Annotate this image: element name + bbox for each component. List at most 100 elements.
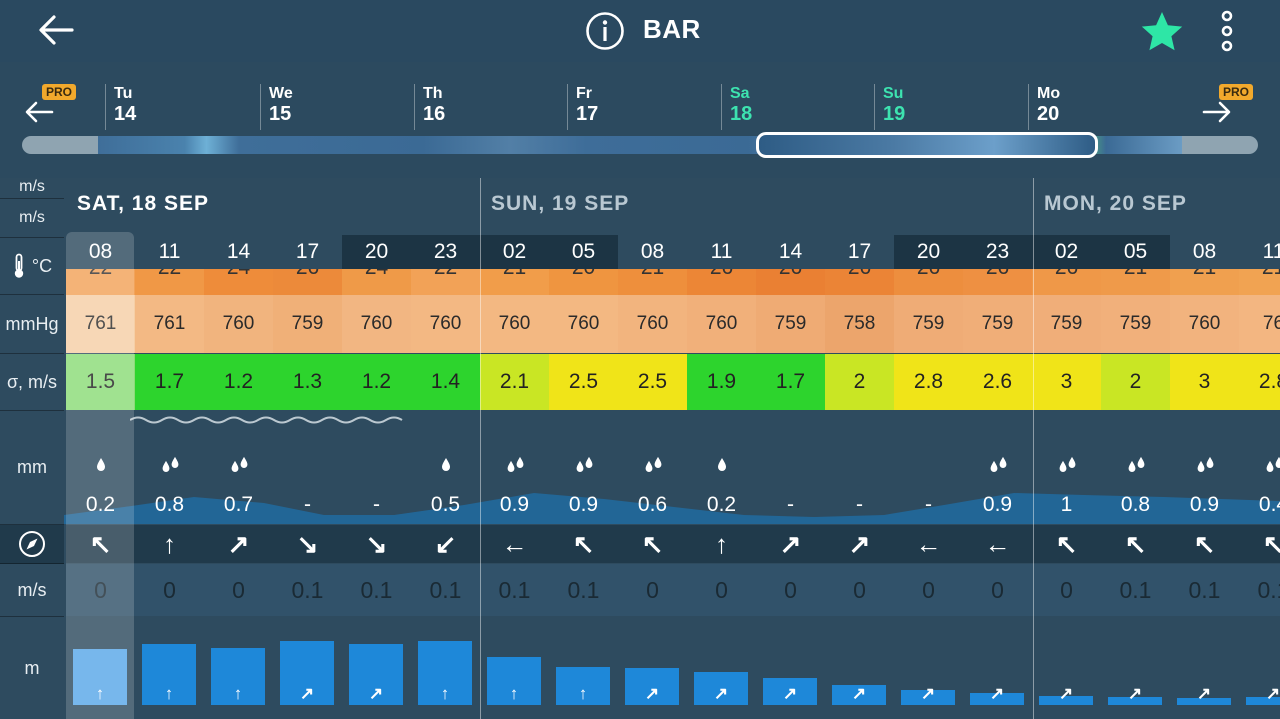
wave-speed-cell: 0.1 bbox=[549, 564, 619, 616]
wave-height-bar: ↗ bbox=[1177, 684, 1231, 705]
forecast-column[interactable]: 05217592 0.8 ↖0.1 bbox=[1101, 178, 1171, 719]
star-icon[interactable] bbox=[1140, 10, 1184, 52]
sigma-cell: 1.3 bbox=[273, 354, 343, 410]
sigma-cell: 1.9 bbox=[687, 354, 757, 410]
sigma-cell: 2.8 bbox=[1239, 354, 1280, 410]
rain-label: mm bbox=[0, 411, 64, 525]
wind-direction-arrow: ↖ bbox=[549, 525, 618, 563]
hour-label: 11 bbox=[1262, 240, 1280, 263]
forecast-column[interactable]: 23267592.6 0.9 ←0 bbox=[963, 178, 1033, 719]
day-tab-we[interactable]: We 15 bbox=[260, 84, 293, 130]
sigma-cell: 3 bbox=[1170, 354, 1240, 410]
day-tab-fr[interactable]: Fr 17 bbox=[567, 84, 598, 130]
forecast-column[interactable]: 02217602.1 0.9 ←0.1 bbox=[480, 178, 550, 719]
forecast-column[interactable]: 11 267601.9 0.2 ↑0 bbox=[687, 178, 757, 719]
wave-height-bar: ↗ bbox=[349, 644, 403, 705]
forecast-column[interactable]: 08 217602.5 0.6 ↖0 bbox=[618, 178, 688, 719]
temperature-cell: 26 bbox=[687, 269, 756, 295]
sigma-cell: 2.1 bbox=[480, 354, 550, 410]
forecast-column[interactable]: 11227611.70.8↑0 bbox=[135, 178, 205, 719]
pro-badge-right[interactable]: PRO bbox=[1219, 84, 1254, 100]
day-tab-th[interactable]: Th 16 bbox=[414, 84, 445, 130]
wave-height-bar: ↗ bbox=[280, 641, 334, 705]
wind-direction-arrow: ← bbox=[894, 525, 963, 563]
wave-height-bar: ↗ bbox=[1108, 684, 1162, 705]
forecast-column[interactable]: 17 267591.3 - ↘0.1 bbox=[273, 178, 343, 719]
pressure-cell: 760 bbox=[342, 295, 412, 353]
wave-direction-arrow: ↗ bbox=[1265, 684, 1280, 703]
forecast-column[interactable]: 08 227611.5 0.2 ↖0 bbox=[66, 178, 136, 719]
temperature-cell: 26 bbox=[894, 269, 963, 295]
pressure-label: mmHg bbox=[0, 295, 64, 354]
day-tab-sa[interactable]: Sa 18 bbox=[721, 84, 752, 130]
wave-direction-arrow: ↗ bbox=[1058, 684, 1074, 703]
wind-direction-arrow: ↘ bbox=[273, 525, 342, 563]
wind-direction-arrow: ↗ bbox=[756, 525, 825, 563]
forecast-column[interactable]: 02267593 1 ↖0 bbox=[1032, 178, 1102, 719]
wave-crest-decoration bbox=[130, 416, 403, 424]
wind-direction-arrow: ↗ bbox=[825, 525, 894, 563]
pressure-cell: 760 bbox=[411, 295, 481, 353]
temperature-cell: 26 bbox=[963, 269, 1032, 295]
wave-direction-arrow: ↗ bbox=[1196, 684, 1212, 703]
wave-speed-cell: 0.1 bbox=[1101, 564, 1171, 616]
hour-label: 23 bbox=[411, 235, 480, 269]
rain-drop-icon bbox=[1170, 450, 1239, 478]
wave-direction-arrow: ↑ bbox=[233, 684, 243, 703]
wave-speed-cell: 0.1 bbox=[480, 564, 550, 616]
wave-direction-arrow: ↗ bbox=[644, 684, 660, 703]
rain-value: 0.7 bbox=[223, 493, 254, 516]
hour-label: 17 bbox=[295, 240, 320, 263]
wave-direction-arrow: ↑ bbox=[95, 684, 105, 703]
temperature-cell: 21 bbox=[618, 269, 687, 295]
wave-direction-arrow: ↗ bbox=[299, 684, 315, 703]
hour-label: 05 bbox=[1101, 235, 1170, 269]
wave-speed-cell: 0 bbox=[618, 564, 688, 616]
pro-badge-left[interactable]: PRO bbox=[42, 84, 77, 100]
info-icon[interactable] bbox=[585, 11, 625, 51]
rain-drop-icon bbox=[273, 450, 342, 478]
forecast-column[interactable]: 20267592.8 - ←0 bbox=[894, 178, 964, 719]
forecast-column[interactable]: 23227601.4 0.5 ↙0.1 bbox=[411, 178, 481, 719]
wave-speed-cell: 0.1 bbox=[342, 564, 412, 616]
rain-drop-icon bbox=[480, 450, 549, 478]
timeline-selection-window[interactable] bbox=[756, 132, 1098, 158]
wave-direction-arrow: ↑ bbox=[440, 684, 450, 703]
pressure-cell: 759 bbox=[756, 295, 826, 353]
sigma-cell: 1.4 bbox=[411, 354, 481, 410]
wave-direction-arrow: ↗ bbox=[782, 684, 798, 703]
pressure-cell: 759 bbox=[963, 295, 1033, 353]
forecast-column[interactable]: 05207602.5 0.9 ↖0.1 bbox=[549, 178, 619, 719]
hour-label: 17 bbox=[847, 240, 872, 263]
wave-speed-cell: 0 bbox=[66, 564, 136, 616]
arrow-right-icon[interactable] bbox=[1202, 100, 1232, 124]
sigma-label: σ, m/s bbox=[0, 354, 64, 411]
forecast-column[interactable]: 14267591.7-↗0 bbox=[756, 178, 826, 719]
day-tab-mo[interactable]: Mo 20 bbox=[1028, 84, 1060, 130]
day-header-mon: MON, 20 SEP bbox=[1044, 192, 1187, 215]
forecast-column[interactable]: 08 217603 0.9 ↖0.1 bbox=[1170, 178, 1240, 719]
forecast-column[interactable]: 14 247601.2 0.7 ↗0 bbox=[204, 178, 274, 719]
wind-direction-arrow: ↑ bbox=[687, 525, 756, 563]
forecast-column[interactable]: 11 21762.8 0.4 ↖0.1 bbox=[1239, 178, 1280, 719]
hour-label: 20 bbox=[894, 235, 963, 269]
wave-speed-cell: 0 bbox=[204, 564, 274, 616]
pressure-cell: 759 bbox=[1032, 295, 1102, 353]
arrow-left-icon[interactable] bbox=[36, 12, 76, 48]
rain-value: - bbox=[787, 493, 794, 516]
day-tab-su[interactable]: Su 19 bbox=[874, 84, 905, 130]
pressure-cell: 758 bbox=[825, 295, 895, 353]
more-vertical-icon[interactable] bbox=[1218, 10, 1236, 52]
day-divider bbox=[1033, 178, 1034, 719]
page-title: BAR bbox=[643, 14, 701, 44]
rain-value: 0.2 bbox=[706, 493, 737, 516]
wave-height-bar: ↗ bbox=[625, 668, 679, 705]
forecast-column[interactable]: 17267582-↗0 bbox=[825, 178, 895, 719]
day-tab-tu[interactable]: Tu 14 bbox=[105, 84, 136, 130]
wave-direction-arrow: ↑ bbox=[578, 684, 588, 703]
temp-label: °C bbox=[0, 238, 64, 295]
arrow-left-icon[interactable] bbox=[24, 100, 54, 124]
forecast-column[interactable]: 20247601.2 - ↘0.1 bbox=[342, 178, 412, 719]
rain-drop-icon bbox=[204, 450, 273, 478]
rain-value: 0.4 bbox=[1258, 493, 1280, 516]
